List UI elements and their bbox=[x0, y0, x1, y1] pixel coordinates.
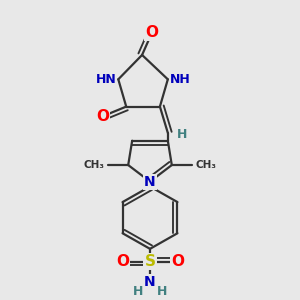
Text: O: O bbox=[96, 109, 109, 124]
Text: HN: HN bbox=[96, 73, 116, 86]
Text: S: S bbox=[145, 254, 155, 269]
Text: NH: NH bbox=[170, 73, 190, 86]
Text: N: N bbox=[144, 175, 156, 189]
Text: CH₃: CH₃ bbox=[196, 160, 217, 170]
Text: O: O bbox=[171, 254, 184, 269]
Text: H: H bbox=[176, 128, 187, 141]
Text: N: N bbox=[144, 175, 156, 189]
Text: N: N bbox=[144, 275, 156, 289]
Text: O: O bbox=[116, 254, 129, 269]
Text: H: H bbox=[157, 285, 167, 298]
Text: CH₃: CH₃ bbox=[83, 160, 104, 170]
Text: O: O bbox=[146, 25, 158, 40]
Text: H: H bbox=[133, 285, 143, 298]
